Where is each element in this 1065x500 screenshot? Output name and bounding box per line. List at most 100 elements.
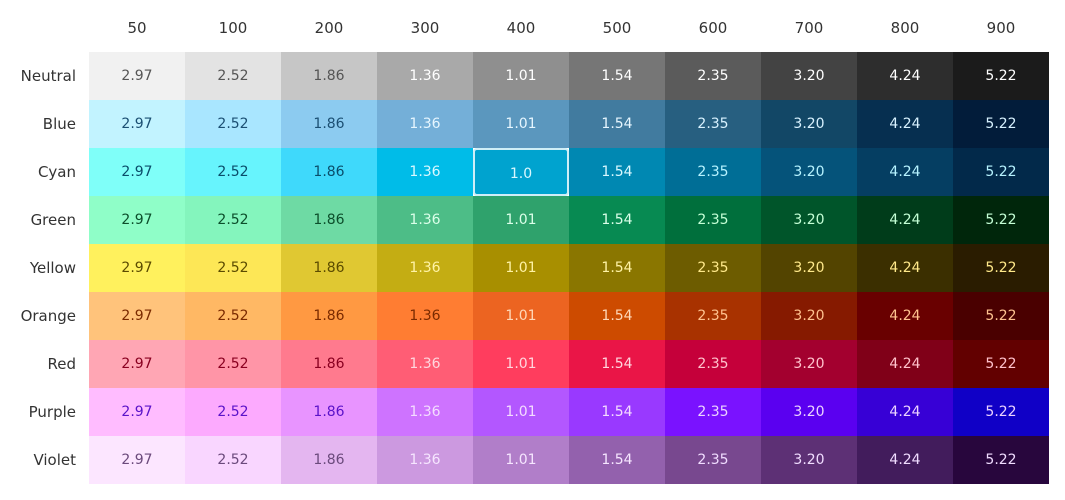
color-swatch-cell[interactable]: 3.20	[761, 340, 857, 388]
color-swatch-cell[interactable]: 1.01	[473, 388, 569, 436]
color-swatch-cell[interactable]: 1.54	[569, 100, 665, 148]
color-swatch-cell[interactable]: 2.52	[185, 196, 281, 244]
color-swatch-cell[interactable]: 2.52	[185, 340, 281, 388]
color-swatch-cell[interactable]: 2.97	[89, 436, 185, 484]
color-swatch-cell[interactable]: 5.22	[953, 340, 1049, 388]
color-swatch-cell[interactable]: 3.20	[761, 292, 857, 340]
color-swatch-cell[interactable]: 1.01	[473, 244, 569, 292]
color-swatch-cell[interactable]: 2.52	[185, 388, 281, 436]
color-swatch-cell[interactable]: 3.20	[761, 244, 857, 292]
color-swatch-cell[interactable]: 2.35	[665, 388, 761, 436]
color-swatch-cell[interactable]: 1.01	[473, 340, 569, 388]
color-swatch-cell[interactable]: 4.24	[857, 388, 953, 436]
row-label: Neutral	[20, 67, 76, 85]
color-swatch-cell[interactable]: 2.52	[185, 100, 281, 148]
color-swatch-cell[interactable]: 4.24	[857, 100, 953, 148]
color-swatch-cell[interactable]: 1.54	[569, 388, 665, 436]
color-swatch-cell[interactable]: 1.36	[377, 52, 473, 100]
color-swatch-cell[interactable]: 2.97	[89, 100, 185, 148]
color-swatch-cell[interactable]: 3.20	[761, 100, 857, 148]
color-swatch-cell[interactable]: 2.35	[665, 148, 761, 196]
color-swatch-cell[interactable]: 3.20	[761, 196, 857, 244]
color-swatch-cell[interactable]: 2.97	[89, 340, 185, 388]
color-swatch-cell[interactable]: 5.22	[953, 148, 1049, 196]
color-swatch-cell[interactable]: 1.86	[281, 436, 377, 484]
color-swatch-cell[interactable]: 5.22	[953, 292, 1049, 340]
color-swatch-cell[interactable]: 2.35	[665, 436, 761, 484]
color-swatch-cell[interactable]: 2.52	[185, 52, 281, 100]
color-swatch-cell[interactable]: 1.86	[281, 340, 377, 388]
color-swatch-cell[interactable]: 1.54	[569, 436, 665, 484]
column-header: 300	[410, 19, 440, 37]
color-swatch-cell[interactable]: 2.35	[665, 340, 761, 388]
color-swatch-cell[interactable]: 1.36	[377, 388, 473, 436]
color-swatch-cell[interactable]: 4.24	[857, 196, 953, 244]
color-swatch-cell[interactable]: 1.36	[377, 148, 473, 196]
color-swatch-cell[interactable]: 1.86	[281, 100, 377, 148]
color-swatch-cell[interactable]: 4.24	[857, 340, 953, 388]
color-swatch-cell-selected[interactable]: 1.0	[473, 148, 569, 196]
color-swatch-cell[interactable]: 3.20	[761, 436, 857, 484]
color-swatch-cell[interactable]: 1.86	[281, 292, 377, 340]
color-swatch-cell[interactable]: 2.52	[185, 436, 281, 484]
color-swatch-cell[interactable]: 2.97	[89, 388, 185, 436]
row-label: Yellow	[29, 259, 76, 277]
color-swatch-cell[interactable]: 5.22	[953, 388, 1049, 436]
color-swatch-cell[interactable]: 2.97	[89, 52, 185, 100]
color-swatch-cell[interactable]: 2.97	[89, 244, 185, 292]
color-swatch-cell[interactable]: 1.01	[473, 100, 569, 148]
row-label: Cyan	[37, 163, 76, 181]
column-header: 100	[218, 19, 248, 37]
color-swatch-cell[interactable]: 2.35	[665, 100, 761, 148]
color-swatch-cell[interactable]: 4.24	[857, 244, 953, 292]
color-swatch-cell[interactable]: 1.36	[377, 292, 473, 340]
color-swatch-cell[interactable]: 1.86	[281, 148, 377, 196]
color-swatch-cell[interactable]: 1.01	[473, 196, 569, 244]
color-swatch-cell[interactable]: 5.22	[953, 244, 1049, 292]
color-swatch-cell[interactable]: 1.54	[569, 196, 665, 244]
color-swatch-cell[interactable]: 1.54	[569, 148, 665, 196]
color-swatch-cell[interactable]: 4.24	[857, 148, 953, 196]
row-label: Purple	[28, 403, 76, 421]
color-swatch-cell[interactable]: 2.35	[665, 292, 761, 340]
color-swatch-cell[interactable]: 2.52	[185, 244, 281, 292]
color-swatch-cell[interactable]: 4.24	[857, 292, 953, 340]
color-swatch-cell[interactable]: 1.86	[281, 196, 377, 244]
color-swatch-cell[interactable]: 1.54	[569, 292, 665, 340]
color-swatch-cell[interactable]: 1.36	[377, 100, 473, 148]
color-swatch-cell[interactable]: 3.20	[761, 148, 857, 196]
color-swatch-cell[interactable]: 3.20	[761, 388, 857, 436]
color-swatch-cell[interactable]: 1.86	[281, 244, 377, 292]
color-swatch-cell[interactable]: 5.22	[953, 196, 1049, 244]
color-swatch-cell[interactable]: 2.97	[89, 148, 185, 196]
color-swatch-cell[interactable]: 1.54	[569, 52, 665, 100]
color-swatch-cell[interactable]: 2.35	[665, 196, 761, 244]
color-swatch-cell[interactable]: 5.22	[953, 52, 1049, 100]
color-swatch-cell[interactable]: 1.01	[473, 292, 569, 340]
column-header: 50	[127, 19, 147, 37]
color-swatch-cell[interactable]: 4.24	[857, 52, 953, 100]
color-swatch-cell[interactable]: 2.52	[185, 148, 281, 196]
color-swatch-cell[interactable]: 5.22	[953, 100, 1049, 148]
column-header: 700	[794, 19, 824, 37]
column-header: 800	[890, 19, 920, 37]
color-swatch-cell[interactable]: 1.86	[281, 388, 377, 436]
color-swatch-cell[interactable]: 1.54	[569, 244, 665, 292]
color-swatch-cell[interactable]: 3.20	[761, 52, 857, 100]
color-swatch-cell[interactable]: 1.01	[473, 436, 569, 484]
color-swatch-cell[interactable]: 2.52	[185, 292, 281, 340]
color-swatch-cell[interactable]: 4.24	[857, 436, 953, 484]
color-swatch-cell[interactable]: 1.36	[377, 196, 473, 244]
color-swatch-cell[interactable]: 1.54	[569, 340, 665, 388]
row-label: Orange	[20, 307, 76, 325]
color-swatch-cell[interactable]: 1.01	[473, 52, 569, 100]
color-swatch-cell[interactable]: 1.86	[281, 52, 377, 100]
color-swatch-cell[interactable]: 1.36	[377, 244, 473, 292]
color-swatch-cell[interactable]: 2.97	[89, 292, 185, 340]
color-swatch-cell[interactable]: 2.35	[665, 52, 761, 100]
color-swatch-cell[interactable]: 1.36	[377, 436, 473, 484]
color-swatch-cell[interactable]: 2.97	[89, 196, 185, 244]
color-swatch-cell[interactable]: 1.36	[377, 340, 473, 388]
color-swatch-cell[interactable]: 2.35	[665, 244, 761, 292]
color-swatch-cell[interactable]: 5.22	[953, 436, 1049, 484]
